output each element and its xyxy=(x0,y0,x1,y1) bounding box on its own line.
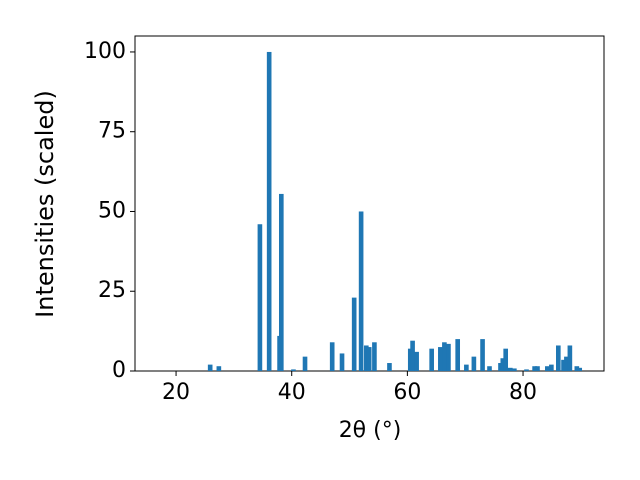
bar xyxy=(498,363,503,371)
bar xyxy=(564,356,569,371)
x-axis-label: 2θ (°) xyxy=(339,418,402,443)
bar xyxy=(329,342,335,371)
bar xyxy=(532,366,537,371)
bar xyxy=(372,342,377,371)
bar xyxy=(487,366,492,371)
x-tick-label: 60 xyxy=(393,380,421,405)
x-tick-label: 80 xyxy=(509,380,537,405)
bar xyxy=(216,366,222,371)
bar xyxy=(266,51,272,371)
bar xyxy=(524,369,529,371)
bar xyxy=(577,367,583,371)
bar xyxy=(545,366,550,371)
bar xyxy=(257,224,263,371)
bar xyxy=(471,356,477,371)
y-tick-label: 0 xyxy=(112,358,126,383)
bar xyxy=(574,366,580,371)
y-tick-label: 25 xyxy=(98,278,126,303)
bar xyxy=(438,347,443,371)
bar xyxy=(278,193,284,371)
bar xyxy=(455,339,461,371)
bar xyxy=(207,364,213,371)
y-axis-label: Intensities (scaled) xyxy=(31,90,59,318)
bar xyxy=(549,364,554,371)
bar xyxy=(561,359,566,371)
bar xyxy=(446,343,451,371)
bar xyxy=(512,368,517,371)
y-tick-label: 75 xyxy=(98,119,126,144)
bar xyxy=(387,363,392,371)
bar xyxy=(535,366,540,371)
bar xyxy=(302,356,308,371)
bar xyxy=(567,345,573,371)
bar xyxy=(508,367,513,371)
plot-frame xyxy=(134,35,605,372)
bar xyxy=(364,345,369,371)
bar xyxy=(500,358,506,371)
bar xyxy=(291,369,296,371)
bar xyxy=(480,339,485,371)
bar xyxy=(339,353,345,371)
x-tick-label: 20 xyxy=(162,380,190,405)
bar xyxy=(407,348,413,371)
y-tick-label: 100 xyxy=(84,39,126,64)
bar xyxy=(442,342,447,371)
bar xyxy=(351,297,357,371)
bar xyxy=(358,211,364,371)
bar xyxy=(410,340,415,371)
bar xyxy=(429,348,434,371)
bar xyxy=(414,351,419,371)
y-tick-label: 50 xyxy=(98,198,126,223)
bar xyxy=(556,345,561,371)
bar xyxy=(464,364,469,371)
x-tick-label: 40 xyxy=(278,380,306,405)
bar xyxy=(366,347,372,371)
bar xyxy=(503,348,509,371)
